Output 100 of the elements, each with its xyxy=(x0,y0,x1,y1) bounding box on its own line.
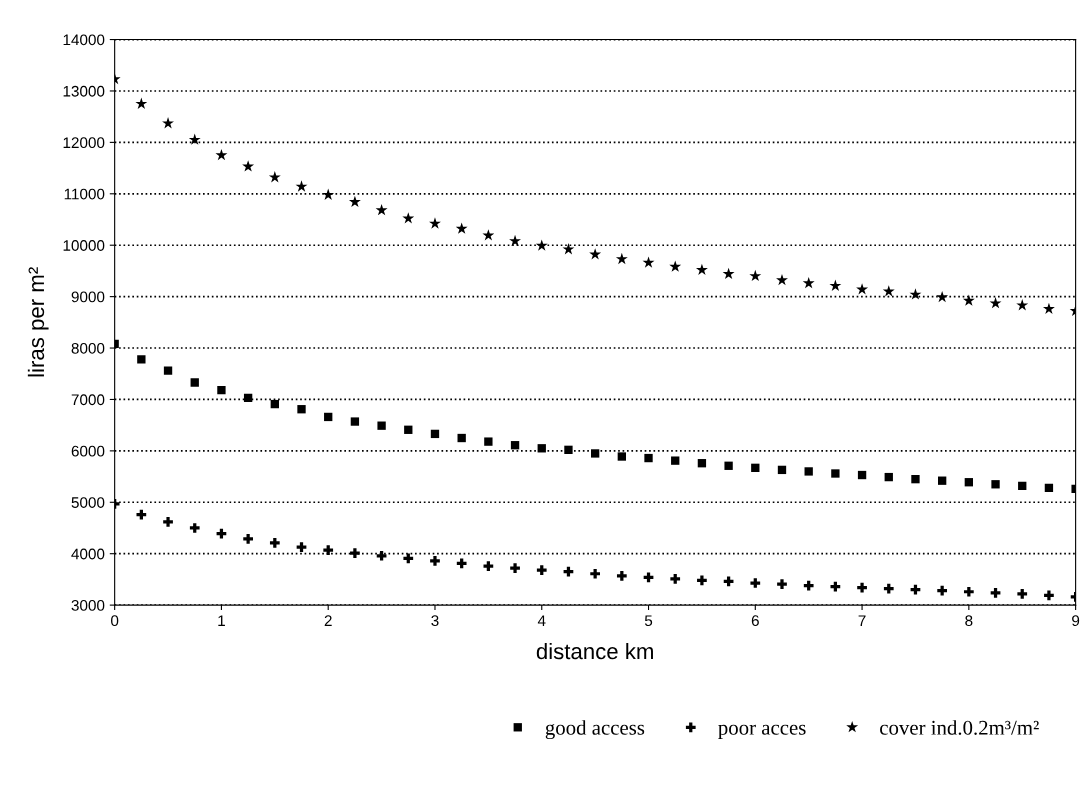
point xyxy=(429,217,441,229)
point xyxy=(910,584,921,595)
point xyxy=(697,459,707,468)
point xyxy=(751,463,760,472)
point xyxy=(1044,483,1054,493)
legend-label: good access xyxy=(545,720,645,740)
point xyxy=(404,425,413,434)
point xyxy=(671,456,680,465)
point xyxy=(242,160,255,172)
point xyxy=(590,568,600,579)
point xyxy=(724,461,733,470)
point xyxy=(297,405,306,414)
point xyxy=(669,260,682,272)
point xyxy=(188,133,201,145)
point xyxy=(295,180,308,192)
point xyxy=(190,378,199,387)
point xyxy=(777,465,787,475)
point xyxy=(510,563,520,573)
point xyxy=(376,550,387,561)
point xyxy=(829,279,842,291)
point xyxy=(483,561,494,571)
x-tick-label: 6 xyxy=(751,615,759,627)
point xyxy=(856,283,869,295)
point xyxy=(909,288,922,300)
point xyxy=(268,171,281,183)
point xyxy=(991,480,1000,489)
y-axis-title: liras per m² xyxy=(27,267,49,377)
x-tick-label: 0 xyxy=(111,615,119,627)
point xyxy=(590,449,600,458)
point xyxy=(1018,481,1027,490)
point xyxy=(616,570,627,581)
point xyxy=(749,269,762,282)
point xyxy=(776,273,788,286)
point xyxy=(456,558,467,569)
point xyxy=(777,579,787,589)
point xyxy=(963,586,974,597)
point xyxy=(455,222,468,234)
point xyxy=(484,437,493,446)
point xyxy=(670,574,681,584)
x-tick-label: 3 xyxy=(431,615,439,627)
x-tick-label: 9 xyxy=(1072,615,1080,627)
point xyxy=(162,117,174,129)
point xyxy=(269,538,280,548)
y-tick-label: 14000 xyxy=(63,34,105,46)
point xyxy=(536,565,547,576)
point xyxy=(217,386,226,395)
point xyxy=(1044,590,1054,601)
point xyxy=(377,421,386,430)
y-tick-label: 8000 xyxy=(71,342,105,354)
point xyxy=(215,148,228,161)
point xyxy=(350,417,360,426)
point xyxy=(642,256,655,268)
point xyxy=(562,243,575,255)
x-tick-label: 7 xyxy=(858,615,866,626)
point xyxy=(430,429,440,439)
point xyxy=(430,556,440,566)
point xyxy=(163,366,173,375)
point xyxy=(697,575,707,586)
point xyxy=(324,412,333,422)
point xyxy=(323,545,334,555)
point xyxy=(216,528,227,539)
point xyxy=(163,516,173,527)
point xyxy=(964,478,974,487)
x-tick-label: 2 xyxy=(324,615,332,626)
point xyxy=(883,583,894,594)
point xyxy=(535,239,548,251)
point xyxy=(243,533,253,544)
point xyxy=(615,252,628,265)
point xyxy=(350,548,360,559)
point xyxy=(937,476,947,485)
x-tick-label: 4 xyxy=(537,615,546,626)
point xyxy=(348,195,361,208)
x-axis-title: distance km xyxy=(536,642,653,660)
point xyxy=(803,580,814,591)
point xyxy=(857,582,867,593)
x-tick-label: 5 xyxy=(644,615,653,627)
y-tick-label: 5000 xyxy=(71,497,105,508)
y-tick-label: 6000 xyxy=(71,445,105,457)
point xyxy=(989,297,1002,309)
y-tick-label: 7000 xyxy=(71,394,105,406)
legend-label: cover ind.0.2m³/m² xyxy=(880,720,1039,735)
point xyxy=(937,585,948,596)
point xyxy=(589,248,602,260)
y-tick-label: 10000 xyxy=(63,240,105,251)
y-tick-label: 11000 xyxy=(64,188,105,200)
point xyxy=(695,263,708,275)
y-tick-label: 13000 xyxy=(63,85,105,97)
point xyxy=(510,441,520,450)
point xyxy=(1016,299,1029,311)
y-tick-label: 4000 xyxy=(71,548,105,560)
point xyxy=(884,472,893,482)
point xyxy=(831,469,840,478)
point xyxy=(644,453,653,463)
point xyxy=(643,572,654,583)
point xyxy=(537,444,546,453)
point xyxy=(137,355,146,364)
point xyxy=(457,433,466,443)
point xyxy=(322,188,335,200)
point xyxy=(911,474,920,484)
point xyxy=(403,553,414,564)
